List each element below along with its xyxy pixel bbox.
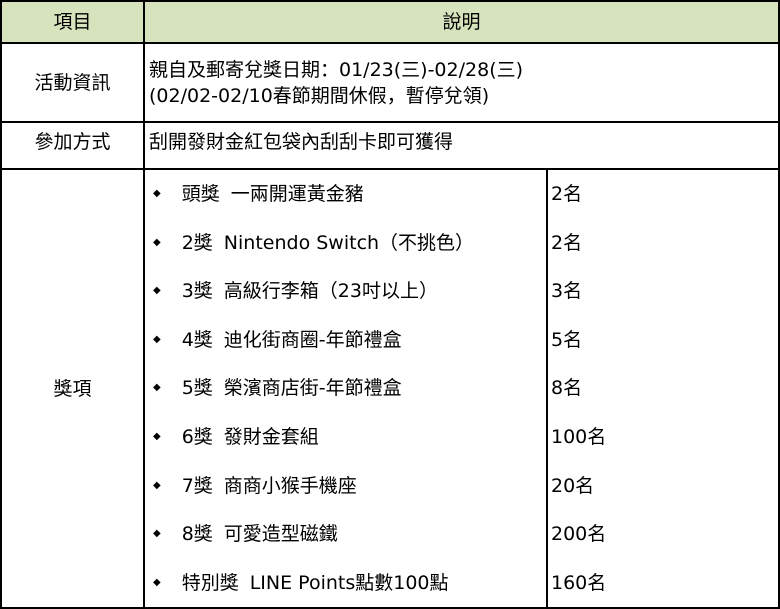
prize-row-1: ◆ 頭獎 一兩開運黃金豬 2名	[145, 170, 778, 219]
prize-count: 2名	[551, 183, 583, 206]
prize-count: 100名	[551, 426, 607, 449]
prize-row-6: ◆ 6獎 發財金套組 100名	[145, 412, 778, 462]
diamond-bullet-icon: ◆	[153, 333, 161, 345]
prize-tier: 5獎	[181, 377, 213, 400]
prizes-label: 獎項	[2, 170, 145, 607]
diamond-bullet-icon: ◆	[153, 285, 161, 297]
diamond-bullet-icon: ◆	[153, 576, 161, 588]
prize-title: LINE Points點數100點	[249, 571, 449, 594]
prize-count: 200名	[551, 523, 607, 546]
prize-count: 2名	[551, 231, 583, 254]
diamond-bullet-icon: ◆	[153, 528, 161, 540]
prize-row-2: ◆ 2獎 Nintendo Switch（不挑色） 2名	[145, 218, 778, 268]
diamond-bullet-icon: ◆	[153, 236, 161, 248]
prize-tier: 8獎	[181, 523, 213, 546]
prize-tier: 4獎	[181, 328, 213, 351]
prize-row-9: ◆ 特別獎 LINE Points點數100點 160名	[145, 558, 778, 607]
prize-title: 榮濱商店街-年節禮盒	[223, 377, 402, 400]
prize-row-3: ◆ 3獎 高級行李箱（23吋以上） 3名	[145, 267, 778, 316]
prize-row-5: ◆ 5獎 榮濱商店街-年節禮盒 8名	[145, 364, 778, 413]
diamond-bullet-icon: ◆	[153, 382, 161, 394]
prize-count: 160名	[551, 571, 607, 594]
prize-title: 商商小猴手機座	[223, 474, 357, 497]
prize-title: Nintendo Switch（不挑色）	[223, 231, 475, 254]
prize-title: 發財金套組	[223, 426, 319, 449]
row-prizes: 獎項 ◆ 頭獎 一兩開運黃金豬 2名 ◆ 2獎 Nintendo Switch（…	[2, 170, 778, 607]
prize-row-8: ◆ 8獎 可愛造型磁鐵 200名	[145, 509, 778, 559]
prize-title: 可愛造型磁鐵	[223, 523, 338, 546]
header-cell-description: 說明	[442, 11, 481, 33]
prize-title: 高級行李箱（23吋以上）	[223, 280, 438, 303]
prize-count: 20名	[551, 474, 595, 497]
prize-tier: 7獎	[181, 474, 213, 497]
header-cell-item: 項目	[2, 2, 145, 42]
prize-tier: 3獎	[181, 280, 213, 303]
prize-tier: 頭獎	[181, 183, 220, 206]
prize-tier: 6獎	[181, 426, 213, 449]
diamond-bullet-icon: ◆	[153, 188, 161, 200]
participation-description: 刮開發財金紅包袋內刮刮卡即可獲得	[149, 131, 454, 153]
prize-row-4: ◆ 4獎 迪化街商圈-年節禮盒 5名	[145, 315, 778, 365]
prize-count: 8名	[551, 377, 583, 400]
prize-title: 一兩開運黃金豬	[230, 183, 364, 206]
row-participation: 參加方式 刮開發財金紅包袋內刮刮卡即可獲得	[2, 123, 778, 170]
prize-title: 迪化街商圈-年節禮盒	[223, 328, 402, 351]
activity-info-label: 活動資訊	[2, 44, 145, 121]
participation-label: 參加方式	[2, 123, 145, 168]
row-activity-info: 活動資訊 親自及郵寄兌獎日期：01/23(三)-02/28(三) (02/02-…	[2, 44, 778, 123]
prize-row-7: ◆ 7獎 商商小猴手機座 20名	[145, 461, 778, 510]
prize-tier: 特別獎	[181, 571, 239, 594]
prize-list: ◆ 頭獎 一兩開運黃金豬 2名 ◆ 2獎 Nintendo Switch（不挑色…	[145, 170, 778, 607]
table-header-row: 項目 說明	[2, 2, 778, 44]
prize-count: 3名	[551, 280, 583, 303]
redeem-date-line: 親自及郵寄兌獎日期：01/23(三)-02/28(三)	[149, 58, 524, 81]
activity-info-description: 親自及郵寄兌獎日期：01/23(三)-02/28(三) (02/02-02/10…	[145, 44, 778, 121]
diamond-bullet-icon: ◆	[153, 479, 161, 491]
diamond-bullet-icon: ◆	[153, 431, 161, 443]
prize-count: 5名	[551, 328, 583, 351]
holiday-note-line: (02/02-02/10春節期間休假，暫停兌領)	[149, 84, 490, 107]
prize-tier: 2獎	[181, 231, 213, 254]
